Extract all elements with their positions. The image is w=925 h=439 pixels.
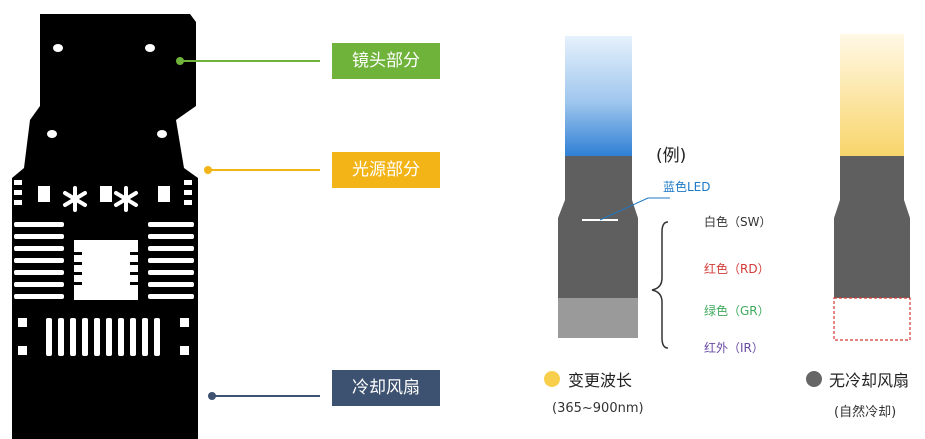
side-slots (14, 180, 192, 205)
color-option-infrared: 红外（IR） (704, 341, 764, 355)
center-window (74, 240, 138, 300)
heat-fins-left (14, 222, 64, 299)
heat-fins-right (148, 222, 194, 299)
blue-led-label: 蓝色LED (663, 180, 711, 194)
asterisk-icon (63, 186, 138, 212)
example-title: (例) (656, 146, 687, 166)
variable-wavelength-unit (558, 36, 638, 338)
no-cooling-fan-label: 无冷却风扇 (829, 371, 910, 390)
variable-wavelength-label: 变更波长 (568, 371, 633, 390)
variable-wavelength-dot (544, 371, 560, 387)
light-source-label: 光源部分 (332, 152, 440, 188)
no-cooling-fan-dot (806, 371, 822, 387)
no-cooling-fan-unit (833, 34, 911, 341)
mount-hole (47, 130, 57, 138)
color-bracket (651, 221, 669, 349)
cooling-fan-label: 冷却风扇 (332, 370, 440, 406)
color-option-red: 红色（RD） (704, 262, 770, 276)
led-pointer-line (599, 197, 670, 221)
unit-illustrations (558, 34, 911, 349)
mount-hole (145, 44, 155, 52)
mount-hole (157, 130, 167, 138)
vent-squares (38, 186, 170, 202)
product-silhouette (12, 14, 320, 439)
lens-part-label: 镜头部分 (332, 43, 440, 79)
color-option-green: 绿色（GR） (704, 304, 770, 318)
mount-hole (53, 44, 63, 52)
wavelength-range: (365~900nm) (552, 401, 644, 416)
heat-fins-bottom (46, 318, 160, 356)
color-option-white: 白色（SW） (704, 215, 772, 229)
leader-lines (176, 57, 320, 400)
natural-cooling-note: (自然冷却) (834, 405, 897, 420)
